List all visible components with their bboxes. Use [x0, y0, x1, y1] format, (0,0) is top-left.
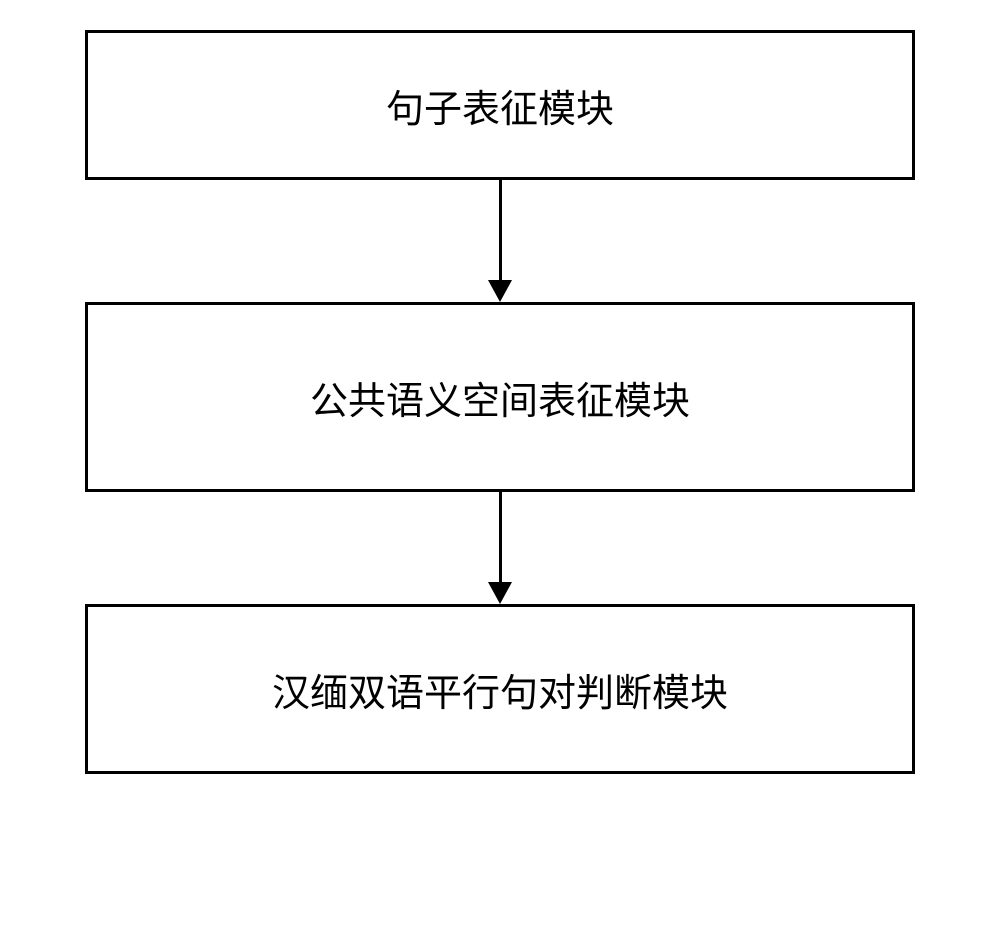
arrow-1-to-2 [488, 180, 512, 302]
node-label: 汉缅双语平行句对判断模块 [272, 662, 728, 717]
arrow-line [499, 180, 502, 280]
arrow-line [499, 492, 502, 582]
node-common-semantic-space: 公共语义空间表征模块 [85, 302, 915, 492]
node-sentence-representation: 句子表征模块 [85, 30, 915, 180]
node-bilingual-parallel-judgment: 汉缅双语平行句对判断模块 [85, 604, 915, 774]
arrow-head-icon [488, 582, 512, 604]
arrow-head-icon [488, 280, 512, 302]
node-label: 句子表征模块 [386, 78, 614, 133]
arrow-2-to-3 [488, 492, 512, 604]
node-label: 公共语义空间表征模块 [310, 370, 690, 425]
flowchart-container: 句子表征模块 公共语义空间表征模块 汉缅双语平行句对判断模块 [0, 30, 1000, 774]
